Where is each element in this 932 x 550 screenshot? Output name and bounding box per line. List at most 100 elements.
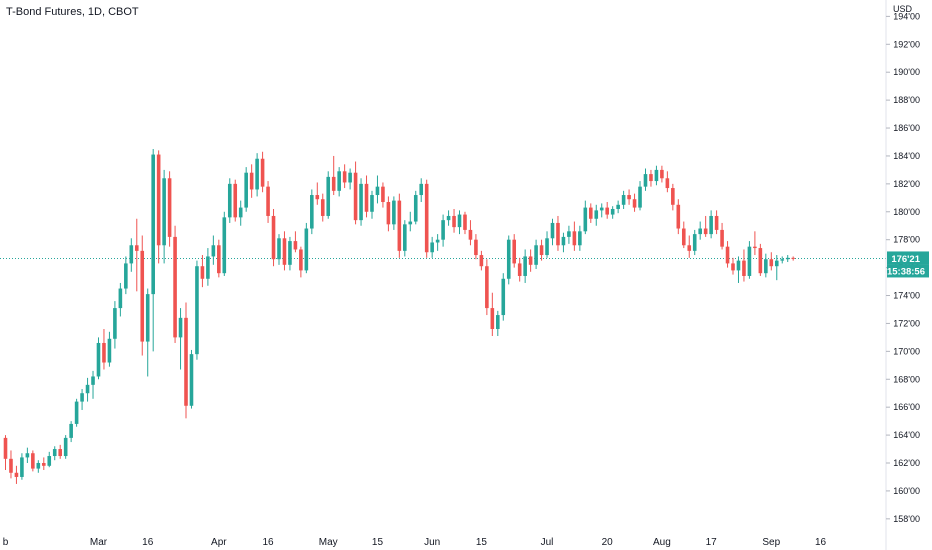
candle-body [506, 239, 511, 279]
candle-body [681, 228, 686, 246]
candle-body [742, 260, 746, 276]
candle [413, 190, 418, 225]
candle-body [140, 250, 145, 342]
candle [742, 249, 746, 282]
candle-body [102, 342, 106, 363]
candle-body [599, 207, 604, 211]
candle [534, 239, 538, 269]
candle [490, 292, 495, 336]
candle [69, 421, 73, 443]
candle-body [556, 222, 560, 246]
candle-body [714, 215, 719, 230]
candle-body [583, 207, 588, 232]
candle [692, 229, 697, 256]
x-tick-label: Aug [653, 537, 671, 548]
candle [337, 167, 341, 197]
candle-body [479, 255, 484, 267]
candle [25, 447, 30, 464]
candle-body [151, 154, 155, 295]
candle [173, 225, 177, 343]
last-price-badge: 176'21 15:38:56 [887, 251, 929, 278]
candle [52, 446, 57, 461]
candle [567, 225, 571, 244]
candle [419, 178, 424, 203]
candle [539, 239, 544, 261]
candle [758, 243, 763, 276]
candle-body [41, 463, 46, 466]
candle [561, 232, 566, 253]
x-tick-label: 20 [602, 537, 614, 548]
candle-body [211, 245, 216, 257]
candle-body [621, 195, 626, 205]
y-tick-label: 162'00 [893, 458, 920, 468]
candle-body [113, 308, 117, 339]
candle-body [124, 263, 128, 289]
candle [747, 241, 752, 279]
candle [375, 175, 380, 204]
candle-body [490, 308, 495, 330]
candle-body [271, 215, 276, 260]
candle-body [304, 228, 309, 271]
candle-body [452, 215, 456, 228]
candle-body [753, 246, 757, 249]
candle [774, 255, 779, 281]
candle [605, 202, 609, 219]
candle-body [364, 183, 369, 212]
candle-body [725, 246, 730, 264]
candle-body [523, 256, 527, 276]
candle-body [370, 195, 374, 212]
candle-body [381, 186, 385, 203]
candle [331, 155, 336, 196]
candle [485, 259, 489, 316]
x-tick-label: Jun [424, 537, 440, 548]
candle [129, 238, 134, 272]
candle-body [9, 458, 13, 473]
candle-body [31, 453, 35, 469]
candle [238, 200, 243, 226]
candle-body [310, 195, 314, 229]
y-tick-label: 186'00 [893, 123, 920, 133]
candle [599, 203, 604, 218]
candle-body [769, 259, 774, 267]
candle [753, 231, 757, 256]
candle-body [632, 199, 637, 208]
candle-body [419, 183, 424, 196]
candle-body [293, 241, 298, 250]
candle-body [758, 248, 763, 274]
candle-body [671, 188, 675, 205]
candle [320, 193, 325, 222]
candle [785, 255, 790, 263]
candle-body [337, 171, 341, 191]
candle-body [774, 260, 779, 267]
y-tick-label: 192'00 [893, 39, 920, 49]
candle [184, 302, 188, 419]
candle [217, 239, 221, 278]
y-tick-label: 158'00 [893, 514, 920, 524]
candle-body [134, 245, 139, 251]
candle [791, 256, 795, 261]
candle-body [550, 222, 555, 239]
candle [506, 235, 511, 285]
candle [397, 193, 402, 258]
candle [632, 193, 637, 212]
x-tick-label: Jul [541, 537, 554, 548]
candle-body [660, 169, 664, 179]
candle [714, 210, 719, 235]
candle-body [348, 172, 352, 183]
x-tick-label: 16 [142, 537, 154, 548]
candle [424, 179, 429, 258]
chart-title: T-Bond Futures, 1D, CBOT [6, 6, 139, 18]
candle-body [413, 195, 418, 222]
candle [681, 221, 686, 249]
candle [113, 301, 117, 349]
candle-body [299, 249, 303, 271]
candle [353, 161, 358, 225]
candle-body [238, 207, 243, 218]
candle-body [408, 221, 413, 225]
candle-body [145, 294, 150, 342]
candle [211, 235, 216, 265]
x-tick-label: Mar [90, 537, 108, 548]
candle [222, 211, 227, 276]
